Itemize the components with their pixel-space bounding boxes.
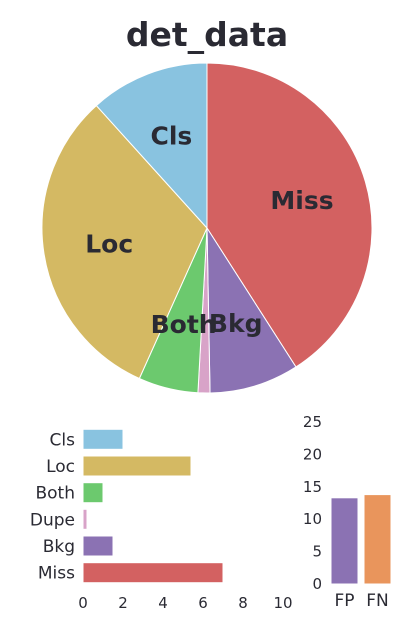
vbar-ytick-label: 25 — [303, 413, 322, 431]
hbar-xtick-label: 10 — [273, 594, 292, 612]
pie-label-bkg: Bkg — [209, 309, 263, 338]
pie-slice-bkg — [206, 226, 297, 394]
pie-label-miss: Miss — [270, 186, 333, 215]
pie-slice-cls — [95, 62, 208, 230]
hbar-miss — [82, 562, 224, 584]
hbar-both — [82, 482, 104, 504]
hbar-xtick-label: 2 — [118, 594, 128, 612]
vbar-ytick-label: 0 — [312, 575, 322, 593]
pie-label-both: Both — [151, 310, 217, 339]
hbar-xtick-label: 8 — [238, 594, 248, 612]
vbar-category-label-fp: FP — [334, 591, 354, 611]
hbar-category-label-both: Both — [35, 484, 75, 504]
chart-title: det_data — [126, 15, 288, 54]
hbar-bkg — [82, 535, 114, 557]
vbar-fn — [363, 494, 392, 585]
hbar-loc — [82, 455, 192, 477]
vertical-bar-chart: FP FN 0 5 10 15 20 25 — [303, 413, 392, 611]
vbar-ytick-label: 10 — [303, 510, 322, 528]
vbar-ytick-label: 20 — [303, 445, 322, 463]
vbar-ytick-label: 15 — [303, 478, 322, 496]
pie-slice-loc — [41, 104, 208, 380]
hbar-cls — [82, 428, 124, 450]
hbar-xtick-label: 6 — [198, 594, 208, 612]
pie-label-cls: Cls — [151, 122, 193, 151]
vbar-category-label-fn: FN — [366, 591, 389, 611]
vbar-ytick-label: 5 — [312, 543, 322, 561]
hbar-category-label-dupe: Dupe — [30, 510, 75, 530]
hbar-dupe — [82, 508, 88, 530]
hbar-category-label-cls: Cls — [50, 430, 76, 450]
hbar-category-label-miss: Miss — [38, 564, 75, 584]
pie-slice-miss — [206, 62, 373, 368]
pie-label-loc: Loc — [85, 229, 133, 258]
hbar-category-label-loc: Loc — [46, 457, 75, 477]
hbar-category-label-bkg: Bkg — [43, 537, 75, 557]
hbar-xtick-label: 0 — [78, 594, 88, 612]
hbar-xtick-label: 4 — [158, 594, 168, 612]
vbar-fp — [330, 497, 359, 585]
